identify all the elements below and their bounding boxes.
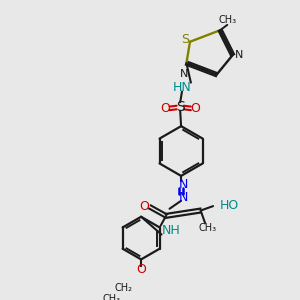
Text: O: O [190, 102, 200, 115]
Text: CH₃: CH₃ [218, 14, 236, 25]
Text: S: S [181, 33, 189, 46]
Text: S: S [176, 100, 184, 114]
Text: CH₃: CH₃ [103, 294, 121, 300]
Text: O: O [160, 102, 170, 115]
Text: N: N [235, 50, 243, 60]
Text: CH₃: CH₃ [199, 223, 217, 233]
Text: N: N [180, 69, 188, 79]
Text: N: N [179, 178, 188, 191]
Text: N: N [179, 191, 188, 204]
Text: HO: HO [220, 199, 239, 212]
Text: HN: HN [172, 81, 191, 94]
Text: O: O [136, 263, 146, 276]
Text: O: O [140, 200, 150, 214]
Text: NH: NH [161, 224, 180, 237]
Text: CH₂: CH₂ [114, 283, 132, 293]
